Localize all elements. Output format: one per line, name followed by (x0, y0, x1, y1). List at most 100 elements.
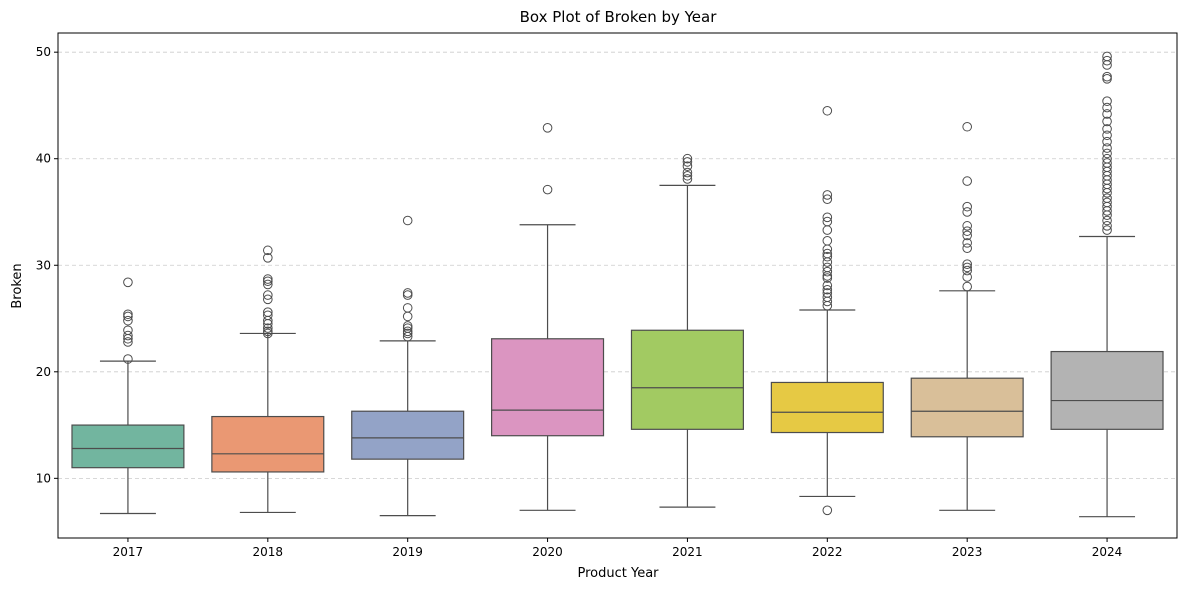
outlier-point (1102, 116, 1112, 127)
outlier-point (1102, 193, 1112, 203)
outlier-point (1102, 215, 1112, 226)
outlier-point (402, 321, 413, 331)
outlier-point (1102, 153, 1112, 164)
outlier-point (263, 294, 273, 305)
x-axis-label: Product Year (577, 566, 659, 581)
outlier-point (123, 330, 133, 341)
box-group-2023 (910, 121, 1024, 511)
outlier-point (962, 176, 972, 186)
outlier-point (263, 310, 273, 321)
outlier-point (682, 167, 693, 178)
outlier-point (1102, 55, 1112, 66)
y-tick-label: 50 (36, 45, 51, 59)
outlier-point (962, 121, 972, 132)
chart-title: Box Plot of Broken by Year (520, 8, 718, 26)
outlier-point (682, 174, 693, 184)
outlier-point (263, 279, 273, 290)
box-group-2021 (630, 153, 744, 508)
outlier-point (822, 257, 833, 267)
outlier-point (123, 277, 133, 288)
outlier-point (822, 235, 833, 246)
outlier-point (402, 290, 413, 300)
outlier-point (402, 326, 413, 337)
box-iqr (351, 410, 465, 460)
box-iqr (770, 381, 884, 434)
outlier-point (822, 292, 833, 303)
boxes-layer (71, 51, 1164, 518)
outlier-point (962, 243, 972, 254)
outlier-point (1102, 71, 1112, 82)
box-group-2019 (351, 215, 465, 517)
outlier-point (123, 315, 133, 326)
outlier-point (822, 248, 833, 259)
outlier-point (682, 153, 693, 164)
outlier-point (962, 281, 972, 292)
outlier-point (1102, 109, 1112, 119)
outlier-point (1102, 102, 1112, 113)
box-iqr (630, 329, 744, 430)
outlier-point (962, 272, 972, 282)
box-group-2018 (211, 245, 325, 514)
outlier-point (962, 262, 972, 273)
outlier-point (263, 290, 273, 300)
outlier-point (263, 307, 273, 317)
outlier-point (1102, 74, 1112, 84)
box-group-2017 (71, 277, 185, 515)
outlier-point (962, 207, 972, 217)
outlier-point (402, 288, 413, 298)
x-tick-label: 2019 (392, 545, 423, 559)
outlier-point (542, 184, 553, 195)
x-tick-label: 2024 (1092, 545, 1123, 559)
outlier-point (542, 123, 553, 133)
outlier-point (962, 230, 972, 241)
outlier-point (263, 326, 273, 337)
outlier-point (682, 161, 693, 171)
y-tick-label: 30 (36, 258, 51, 272)
outlier-point (822, 225, 833, 235)
outlier-point (962, 226, 972, 236)
y-tick-label: 10 (36, 471, 51, 485)
box-iqr (910, 377, 1024, 438)
outlier-point (822, 280, 833, 291)
outlier-point (822, 251, 833, 262)
outlier-point (1102, 225, 1112, 235)
outlier-point (822, 284, 833, 295)
x-tick-label: 2022 (812, 545, 843, 559)
outlier-point (822, 194, 833, 205)
outlier-point (1102, 143, 1112, 153)
outlier-point (402, 303, 413, 313)
outlier-point (682, 170, 693, 181)
outlier-point (1102, 148, 1112, 159)
outlier-point (1102, 124, 1112, 134)
outlier-point (822, 212, 833, 223)
outlier-point (1102, 158, 1112, 168)
outlier-point (1102, 130, 1112, 141)
outlier-point (123, 337, 133, 347)
y-gridlines (58, 51, 1177, 479)
x-tick-label: 2023 (952, 545, 983, 559)
box-iqr (491, 338, 605, 437)
outlier-point (402, 215, 413, 226)
outlier-point (263, 323, 273, 333)
outlier-point (1102, 197, 1112, 208)
box-group-2022 (770, 105, 884, 516)
outlier-point (1102, 96, 1112, 106)
outlier-point (822, 190, 833, 200)
outlier-point (263, 252, 273, 263)
outlier-point (1102, 221, 1112, 231)
outlier-point (962, 221, 972, 231)
outlier-point (263, 274, 273, 284)
x-tick-label: 2021 (672, 545, 703, 559)
outlier-point (962, 259, 972, 269)
outlier-point (123, 354, 133, 364)
box-iqr (1050, 350, 1164, 430)
y-axis-ticks: 10 20 30 40 50 (36, 45, 58, 485)
outlier-point (962, 201, 972, 212)
outlier-point (962, 238, 972, 248)
outlier-point (123, 309, 133, 320)
outlier-point (822, 216, 833, 227)
x-tick-label: 2020 (532, 545, 563, 559)
outlier-point (822, 266, 833, 277)
outlier-point (822, 505, 833, 516)
